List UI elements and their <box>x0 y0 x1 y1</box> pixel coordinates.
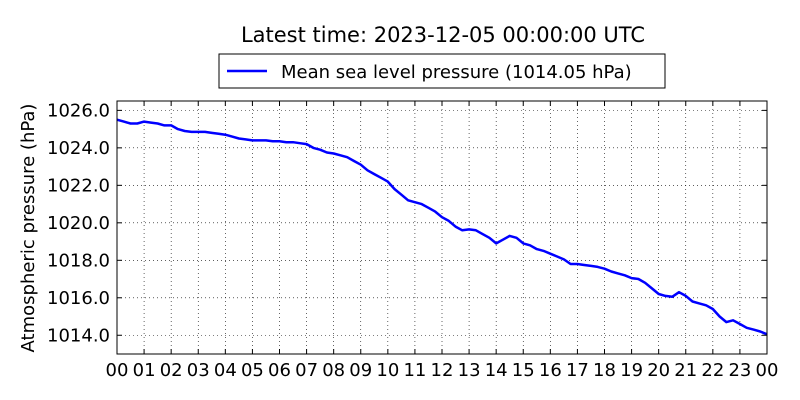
x-tick-label: 12 <box>431 360 454 381</box>
x-tick-label: 08 <box>322 360 345 381</box>
legend-box <box>218 53 666 89</box>
x-tick-label: 19 <box>620 360 643 381</box>
x-tick-label: 20 <box>647 360 670 381</box>
legend-series-label: Mean sea level pressure (1014.05 hPa) <box>281 62 632 83</box>
y-tick-label: 1026.0 <box>47 100 110 121</box>
grid <box>117 101 767 354</box>
x-tick-label: 21 <box>674 360 697 381</box>
x-tick-label: 06 <box>268 360 291 381</box>
chart-title: Latest time: 2023-12-05 00:00:00 UTC <box>241 23 645 47</box>
series-layer <box>116 118 768 336</box>
x-tick-label: 05 <box>241 360 264 381</box>
ticks <box>116 101 768 354</box>
x-tick-label: 04 <box>214 360 237 381</box>
y-tick-label: 1022.0 <box>47 175 110 196</box>
x-tick-label: 22 <box>701 360 724 381</box>
x-tick-label: 11 <box>403 360 426 381</box>
y-tick-label: 1020.0 <box>47 213 110 234</box>
x-tick-label: 23 <box>728 360 751 381</box>
series-line-0 <box>116 118 768 336</box>
x-tick-label: 07 <box>295 360 318 381</box>
legend: Mean sea level pressure (1014.05 hPa) <box>218 53 666 89</box>
x-tick-label: 00 <box>756 360 779 381</box>
y-tick-label: 1016.0 <box>47 288 110 309</box>
y-tick-labels: 1014.0 1016.0 1018.0 1020.0 1022.0 1024.0 1026… <box>47 100 110 346</box>
x-tick-label: 03 <box>187 360 210 381</box>
x-tick-label: 13 <box>458 360 481 381</box>
x-tick-label: 18 <box>593 360 616 381</box>
x-tick-label: 01 <box>133 360 156 381</box>
x-tick-label: 17 <box>566 360 589 381</box>
y-tick-label: 1018.0 <box>47 250 110 271</box>
plot-frame <box>116 100 768 355</box>
y-axis-label: Atmospheric pressure (hPa) <box>18 104 39 353</box>
x-tick-label: 00 <box>106 360 129 381</box>
y-tick-label: 1024.0 <box>47 138 110 159</box>
x-tick-labels: 00 01 02 03 04 05 06 07 08 09 10 11 12 13 14 15 16 17 18 19… <box>106 360 779 381</box>
x-tick-label: 02 <box>160 360 183 381</box>
x-tick-label: 09 <box>349 360 372 381</box>
y-tick-label: 1014.0 <box>47 325 110 346</box>
x-tick-label: 15 <box>512 360 535 381</box>
x-tick-label: 14 <box>485 360 508 381</box>
x-tick-label: 16 <box>539 360 562 381</box>
x-tick-label: 10 <box>376 360 399 381</box>
